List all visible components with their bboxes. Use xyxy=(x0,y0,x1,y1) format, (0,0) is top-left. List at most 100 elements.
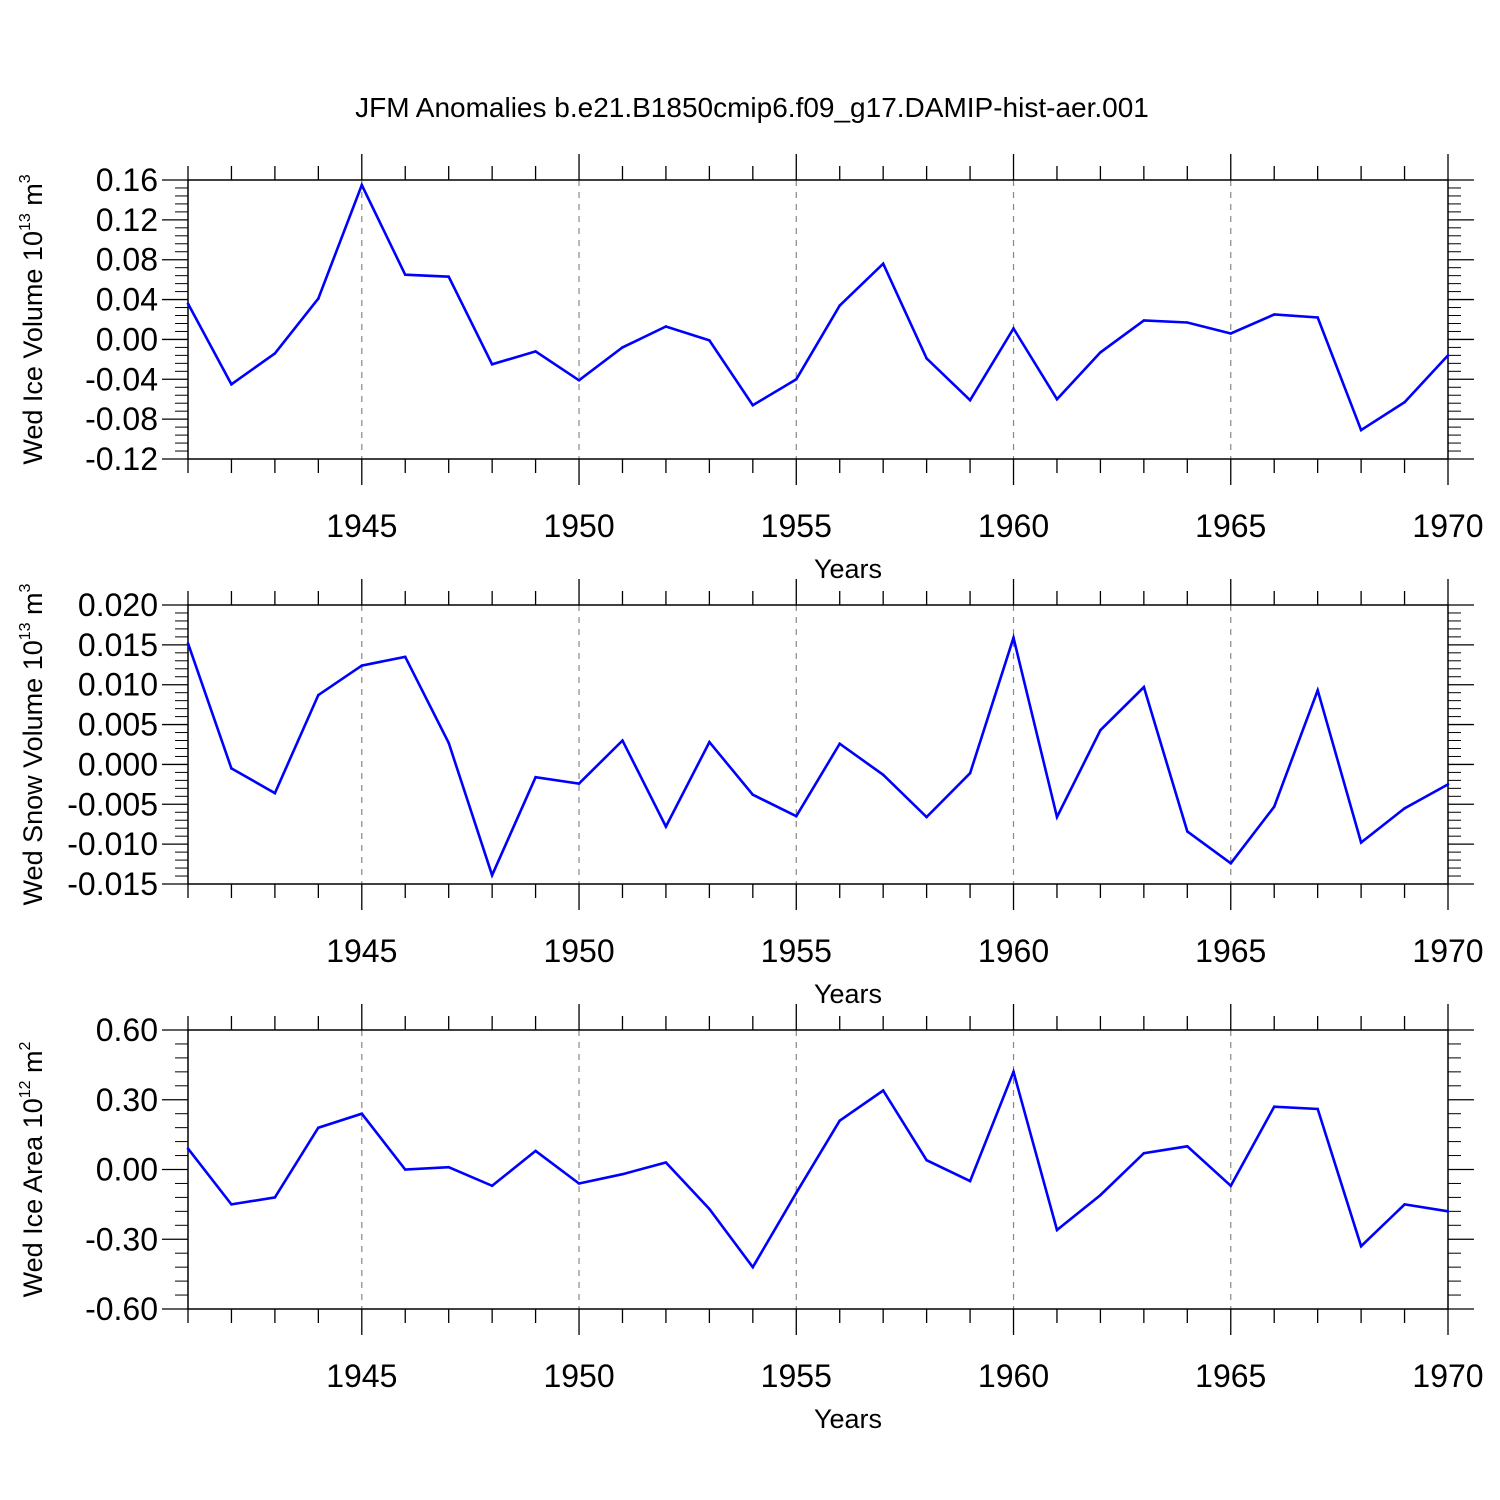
data-point xyxy=(490,873,494,877)
data-point xyxy=(881,773,885,777)
data-point xyxy=(403,273,407,276)
data-point xyxy=(360,1112,364,1115)
data-point xyxy=(751,793,755,797)
data-point xyxy=(1272,1105,1276,1109)
data-point xyxy=(534,1149,537,1153)
data-point xyxy=(1012,1070,1015,1074)
data-point xyxy=(230,382,233,386)
data-point xyxy=(1142,685,1146,689)
data-point xyxy=(925,357,928,360)
data-point xyxy=(447,1165,450,1169)
x-tick-label: 1970 xyxy=(1412,933,1483,969)
x-tick-label: 1970 xyxy=(1412,1358,1483,1394)
data-point xyxy=(1229,332,1233,335)
data-point xyxy=(708,740,711,744)
y-tick-label: -0.010 xyxy=(67,826,158,862)
data-point xyxy=(925,1158,928,1162)
data-point xyxy=(1359,841,1363,844)
y-tick-label: -0.005 xyxy=(67,786,158,822)
data-point xyxy=(317,693,320,697)
data-point xyxy=(1099,728,1102,732)
data-point xyxy=(1186,1144,1189,1148)
data-point xyxy=(838,742,842,746)
data-point xyxy=(664,825,668,828)
x-tick-label: 1945 xyxy=(326,1358,397,1394)
data-point xyxy=(1142,1151,1146,1155)
data-point xyxy=(1272,313,1276,316)
data-point xyxy=(708,1207,711,1211)
data-point xyxy=(968,771,972,775)
series-line xyxy=(186,632,1449,879)
data-point xyxy=(1316,316,1319,319)
data-point xyxy=(186,641,190,645)
y-tick-label: 0.30 xyxy=(96,1082,158,1118)
data-point xyxy=(360,664,364,667)
x-tick-label: 1955 xyxy=(761,933,832,969)
data-point xyxy=(1446,354,1450,357)
x-axis-label: Years xyxy=(814,979,882,1009)
y-tick-label: -0.60 xyxy=(85,1291,158,1327)
y-tick-label: 0.08 xyxy=(96,242,158,278)
data-point xyxy=(1229,1184,1233,1188)
data-point xyxy=(230,767,233,770)
data-point xyxy=(447,275,450,278)
data-point xyxy=(230,1203,233,1206)
y-tick-label: -0.08 xyxy=(85,401,158,437)
y-axis-label: Wed Ice Volume 1013 m3 xyxy=(17,174,48,464)
data-point xyxy=(621,739,624,742)
y-tick-label: 0.020 xyxy=(78,587,158,623)
data-point xyxy=(1099,1193,1102,1197)
data-point xyxy=(881,1089,885,1092)
data-point xyxy=(1316,1107,1319,1111)
plot-frame xyxy=(187,1029,1449,1310)
data-point xyxy=(1229,861,1233,865)
data-point xyxy=(186,302,190,305)
data-point xyxy=(1186,321,1189,324)
x-tick-label: 1960 xyxy=(978,508,1049,544)
data-point xyxy=(708,339,711,342)
figure-title: JFM Anomalies b.e21.B1850cmip6.f09_g17.D… xyxy=(355,92,1149,123)
x-tick-label: 1965 xyxy=(1195,1358,1266,1394)
data-point xyxy=(1446,1210,1450,1213)
y-axis-label: Wed Snow Volume 1013 m3 xyxy=(17,583,48,905)
data-point xyxy=(490,363,494,366)
data-point xyxy=(664,325,668,328)
data-point xyxy=(577,782,581,785)
data-point xyxy=(1403,400,1406,404)
data-point xyxy=(1099,351,1102,354)
data-point xyxy=(447,741,450,745)
data-point xyxy=(925,815,928,819)
y-tick-label: -0.015 xyxy=(67,866,158,902)
data-point xyxy=(621,1172,624,1176)
y-tick-label: 0.000 xyxy=(78,746,158,782)
data-point xyxy=(838,304,842,307)
x-tick-label: 1950 xyxy=(543,508,614,544)
data-point xyxy=(577,378,581,382)
data-point xyxy=(317,297,320,300)
data-point xyxy=(1446,783,1450,786)
y-tick-label: 0.04 xyxy=(96,282,158,318)
data-point xyxy=(1272,805,1276,808)
plot-frame xyxy=(187,179,1449,460)
data-point xyxy=(403,1168,407,1171)
y-tick-label: 0.16 xyxy=(96,162,158,198)
data-point xyxy=(317,1126,320,1129)
data-point xyxy=(273,791,277,795)
panel-1: -0.12 -0.08 -0.04 0.000.04 0.08 0.12 0.16 1945 1… xyxy=(17,154,1484,584)
data-point xyxy=(1403,1203,1406,1206)
data-point xyxy=(534,350,537,353)
data-point xyxy=(273,1196,277,1199)
data-point xyxy=(403,655,407,659)
x-tick-label: 1965 xyxy=(1195,508,1266,544)
data-point xyxy=(794,814,798,818)
data-point xyxy=(1012,327,1015,330)
data-point xyxy=(881,262,885,266)
data-point xyxy=(577,1182,581,1185)
data-point xyxy=(1359,428,1363,432)
y-tick-label: 0.015 xyxy=(78,627,158,663)
series-line xyxy=(186,181,1449,433)
data-point xyxy=(490,1184,494,1188)
data-point xyxy=(751,1265,755,1269)
